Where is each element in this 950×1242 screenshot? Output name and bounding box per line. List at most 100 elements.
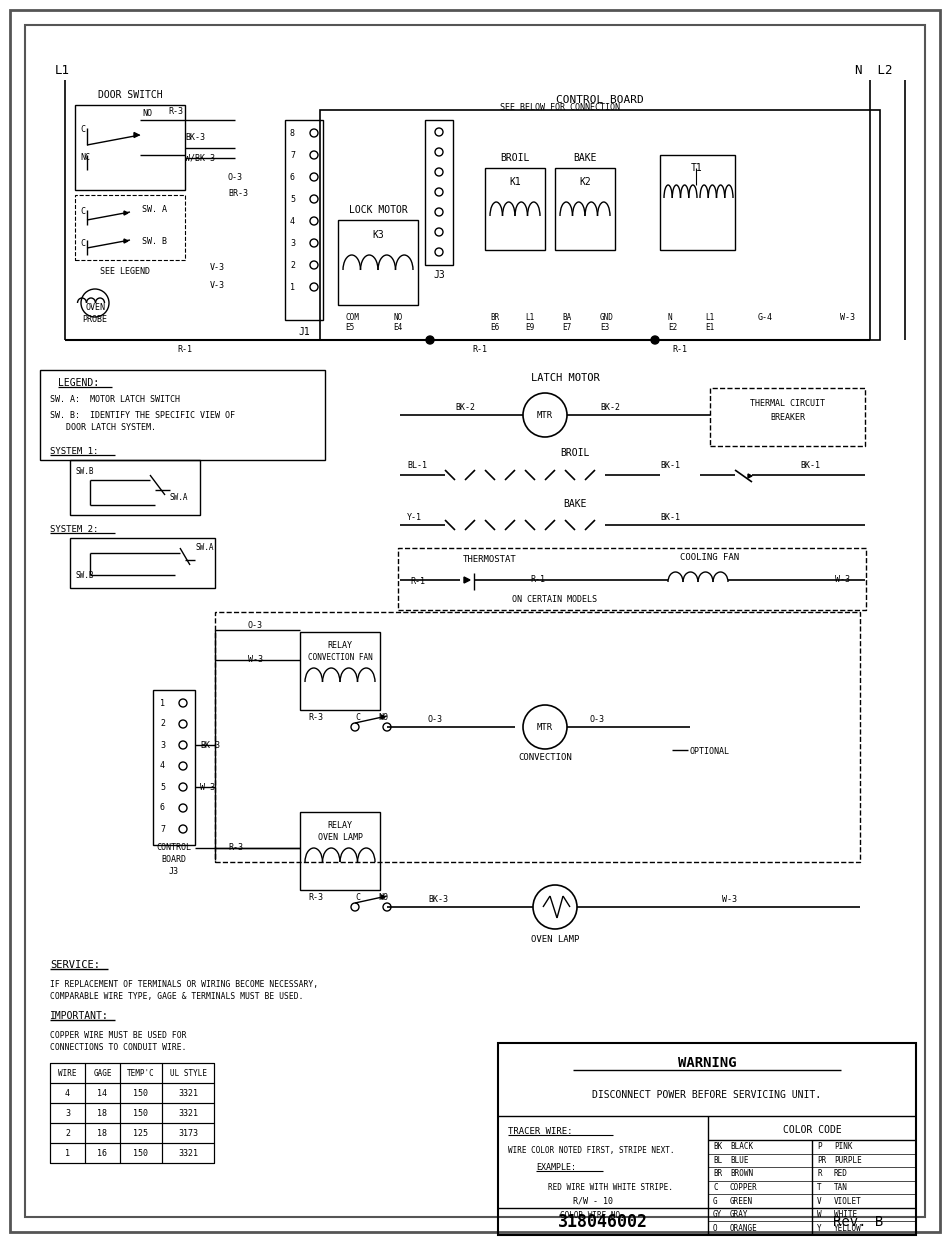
Bar bbox=[50, 1063, 85, 1083]
Text: BAKE: BAKE bbox=[573, 153, 597, 163]
Bar bbox=[50, 1083, 85, 1103]
Text: GRAY: GRAY bbox=[730, 1210, 749, 1220]
Text: SW. A: SW. A bbox=[142, 205, 167, 215]
Text: SW. B: SW. B bbox=[142, 237, 167, 246]
Text: BROWN: BROWN bbox=[730, 1170, 753, 1179]
Text: SERVICE:: SERVICE: bbox=[50, 960, 100, 970]
Text: BLUE: BLUE bbox=[730, 1156, 749, 1165]
Text: SW. B:  IDENTIFY THE SPECIFIC VIEW OF: SW. B: IDENTIFY THE SPECIFIC VIEW OF bbox=[50, 411, 235, 420]
Text: CONTROL BOARD: CONTROL BOARD bbox=[556, 94, 644, 106]
Text: RED WIRE WITH WHITE STRIPE.: RED WIRE WITH WHITE STRIPE. bbox=[548, 1182, 673, 1191]
Text: CONVECTION FAN: CONVECTION FAN bbox=[308, 652, 372, 662]
Text: T1: T1 bbox=[692, 163, 703, 173]
Text: BK-3: BK-3 bbox=[200, 740, 220, 749]
Text: J1: J1 bbox=[298, 327, 310, 337]
Text: UL STYLE: UL STYLE bbox=[169, 1068, 206, 1078]
Polygon shape bbox=[124, 211, 128, 215]
Circle shape bbox=[651, 337, 659, 344]
Bar bbox=[85, 1123, 120, 1143]
Text: C: C bbox=[80, 125, 85, 134]
Text: BL: BL bbox=[713, 1156, 722, 1165]
Text: 18: 18 bbox=[98, 1109, 107, 1118]
Text: CONNECTIONS TO CONDUIT WIRE.: CONNECTIONS TO CONDUIT WIRE. bbox=[50, 1043, 186, 1052]
Text: 6: 6 bbox=[290, 173, 295, 181]
Text: R-3: R-3 bbox=[168, 108, 183, 117]
Bar bbox=[120, 1143, 162, 1163]
Text: J3: J3 bbox=[169, 867, 179, 877]
Circle shape bbox=[426, 337, 434, 344]
Text: BK-3: BK-3 bbox=[428, 895, 448, 904]
Text: Y: Y bbox=[817, 1223, 822, 1233]
Text: 1: 1 bbox=[160, 698, 165, 708]
Text: W: W bbox=[817, 1210, 822, 1220]
Text: RELAY: RELAY bbox=[328, 821, 352, 830]
Bar bbox=[285, 120, 323, 320]
Polygon shape bbox=[464, 578, 470, 582]
Text: GND: GND bbox=[600, 313, 614, 323]
Text: O-3: O-3 bbox=[248, 621, 263, 630]
Polygon shape bbox=[124, 238, 128, 243]
Text: 3: 3 bbox=[290, 238, 295, 247]
Text: COPPER WIRE MUST BE USED FOR: COPPER WIRE MUST BE USED FOR bbox=[50, 1031, 186, 1040]
Text: RELAY: RELAY bbox=[328, 641, 352, 650]
Text: W-3: W-3 bbox=[835, 575, 850, 585]
Bar bbox=[75, 106, 185, 190]
Text: TEMP'C: TEMP'C bbox=[127, 1068, 155, 1078]
Text: R-1: R-1 bbox=[178, 345, 193, 354]
Text: W-3: W-3 bbox=[840, 313, 855, 323]
Text: BAKE: BAKE bbox=[563, 499, 587, 509]
Text: 3: 3 bbox=[160, 740, 165, 749]
Text: OPTIONAL: OPTIONAL bbox=[690, 748, 730, 756]
Text: L1: L1 bbox=[55, 63, 70, 77]
Text: EXAMPLE:: EXAMPLE: bbox=[536, 1163, 576, 1171]
Text: BREAKER: BREAKER bbox=[770, 414, 806, 422]
Text: YELLOW: YELLOW bbox=[834, 1223, 862, 1233]
Text: V: V bbox=[817, 1196, 822, 1206]
Text: J3: J3 bbox=[433, 270, 445, 279]
Text: O-3: O-3 bbox=[428, 715, 443, 724]
Text: BA: BA bbox=[562, 313, 571, 323]
Text: G-4: G-4 bbox=[758, 313, 773, 323]
Text: BR: BR bbox=[490, 313, 500, 323]
Text: R-1: R-1 bbox=[410, 578, 425, 586]
Bar bbox=[120, 1103, 162, 1123]
Text: 3321: 3321 bbox=[178, 1149, 198, 1158]
Bar bbox=[153, 691, 195, 845]
Text: DISCONNECT POWER BEFORE SERVICING UNIT.: DISCONNECT POWER BEFORE SERVICING UNIT. bbox=[593, 1090, 822, 1100]
Text: 7: 7 bbox=[290, 150, 295, 159]
Text: NC: NC bbox=[80, 154, 90, 163]
Text: LOCK MOTOR: LOCK MOTOR bbox=[349, 205, 408, 215]
Text: R-3: R-3 bbox=[308, 893, 323, 903]
Text: BK-1: BK-1 bbox=[660, 513, 680, 522]
Text: 4: 4 bbox=[290, 216, 295, 226]
Text: BK-1: BK-1 bbox=[660, 461, 680, 469]
Text: SYSTEM 2:: SYSTEM 2: bbox=[50, 525, 99, 534]
Text: 14: 14 bbox=[98, 1088, 107, 1098]
Text: L1: L1 bbox=[525, 313, 534, 323]
Bar bbox=[50, 1103, 85, 1123]
Text: ORANGE: ORANGE bbox=[730, 1223, 758, 1233]
Text: 150: 150 bbox=[134, 1149, 148, 1158]
Text: K2: K2 bbox=[580, 178, 591, 188]
Bar bbox=[50, 1143, 85, 1163]
Text: SEE BELOW FOR CONNECTION: SEE BELOW FOR CONNECTION bbox=[500, 103, 620, 113]
Text: C: C bbox=[355, 713, 360, 723]
Text: 5: 5 bbox=[290, 195, 295, 204]
Text: RED: RED bbox=[834, 1170, 847, 1179]
Bar bbox=[120, 1123, 162, 1143]
Text: WHITE: WHITE bbox=[834, 1210, 857, 1220]
Polygon shape bbox=[748, 474, 752, 478]
Text: SW.A: SW.A bbox=[170, 493, 188, 503]
Text: GAGE: GAGE bbox=[93, 1068, 112, 1078]
Text: COMPARABLE WIRE TYPE, GAGE & TERMINALS MUST BE USED.: COMPARABLE WIRE TYPE, GAGE & TERMINALS M… bbox=[50, 992, 303, 1001]
Text: E3: E3 bbox=[600, 323, 609, 333]
Bar bbox=[120, 1063, 162, 1083]
Bar bbox=[215, 612, 860, 862]
Text: 8: 8 bbox=[290, 128, 295, 138]
Text: L1: L1 bbox=[705, 313, 714, 323]
Text: BOARD: BOARD bbox=[162, 856, 186, 864]
Text: WARNING: WARNING bbox=[677, 1056, 736, 1071]
Text: BK-3: BK-3 bbox=[185, 133, 205, 143]
Text: K1: K1 bbox=[509, 178, 521, 188]
Text: W-3: W-3 bbox=[200, 782, 215, 791]
